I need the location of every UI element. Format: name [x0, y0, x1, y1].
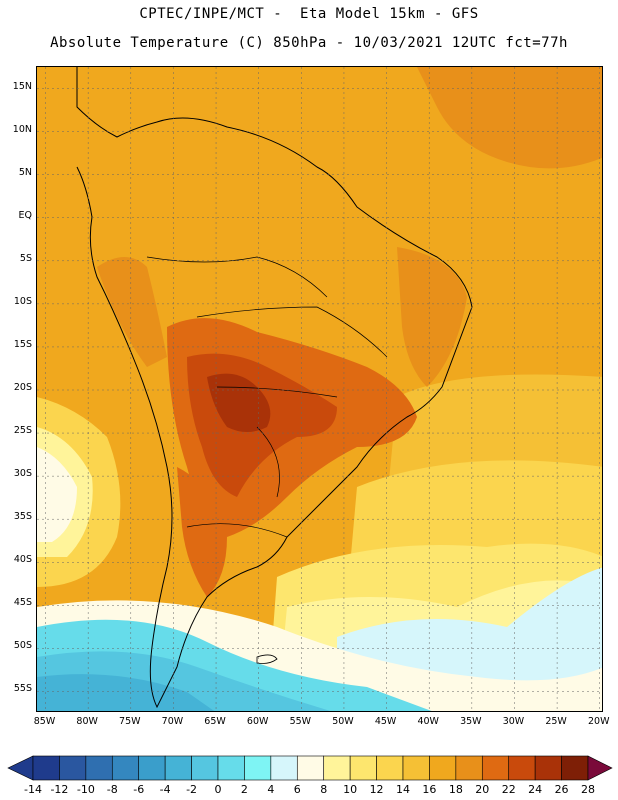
lat-label: 20S — [13, 382, 32, 393]
colorbar-label: 8 — [320, 783, 328, 796]
colorbar-label: -8 — [106, 783, 118, 796]
lon-label: 30W — [502, 716, 525, 727]
colorbar-swatch — [481, 755, 510, 781]
colorbar — [7, 755, 613, 781]
colorbar-swatch — [85, 755, 113, 781]
lon-label: 70W — [161, 716, 184, 727]
northeast-brazil-warm — [397, 247, 467, 387]
colorbar-swatch — [534, 755, 562, 781]
colorbar-label: 20 — [475, 783, 490, 796]
colorbar-swatch — [59, 755, 87, 781]
lon-label: 20W — [587, 716, 610, 727]
colorbar-label: 4 — [267, 783, 275, 796]
colorbar-label: 26 — [554, 783, 569, 796]
colorbar-over-triangle — [587, 755, 613, 781]
andes-warm — [97, 257, 167, 367]
colorbar-label: -12 — [50, 783, 69, 796]
lat-label: 40S — [13, 554, 32, 566]
lon-label: 45W — [374, 716, 397, 727]
colorbar-swatch — [402, 755, 430, 781]
coastline — [76, 67, 473, 709]
colorbar-label: -10 — [76, 783, 95, 796]
lat-label: 55S — [13, 683, 32, 695]
colorbar-swatch — [455, 755, 483, 781]
map-title: CPTEC/INPE/MCT - Eta Model 15km - GFS — [139, 6, 479, 22]
colorbar-label: -2 — [186, 783, 198, 796]
colorbar-swatch — [429, 755, 457, 781]
map-subtitle: Absolute Temperature (C) 850hPa - 10/03/… — [50, 35, 568, 51]
lat-label: 5N — [18, 166, 32, 178]
colorbar-label: 28 — [581, 783, 595, 796]
colorbar-label: 22 — [501, 783, 516, 796]
lat-label: 45S — [13, 597, 32, 609]
lat-label: 10N — [12, 123, 32, 135]
colorbar-label: 24 — [528, 783, 543, 796]
country-borders — [146, 256, 388, 538]
colorbar-swatch — [217, 755, 245, 781]
colorbar-swatch — [508, 755, 536, 781]
colorbar-swatch — [138, 755, 166, 781]
colorbar-swatch — [296, 755, 325, 781]
colorbar-swatch — [270, 755, 298, 781]
colorbar-label: 6 — [293, 783, 301, 796]
lon-label: 40W — [417, 716, 439, 727]
lat-label: 15S — [13, 338, 32, 350]
colorbar-label: 10 — [343, 783, 358, 796]
colorbar-swatch — [561, 755, 589, 781]
colorbar-swatch — [164, 755, 192, 781]
colorbar-swatch — [376, 755, 404, 781]
falkland-islands — [256, 654, 278, 664]
lon-label: 80W — [76, 716, 98, 727]
colorbar-swatch — [191, 755, 219, 781]
lon-label: 55W — [289, 716, 312, 727]
lon-label: 60W — [246, 716, 269, 727]
colorbar-label: 2 — [240, 783, 248, 796]
lon-label: 35W — [460, 716, 482, 727]
lon-label: 25W — [545, 716, 567, 727]
colorbar-label: 18 — [448, 783, 463, 796]
lat-label: 5S — [19, 252, 32, 264]
colorbar-label: 16 — [422, 783, 437, 796]
warm-patch-atlantic — [417, 67, 602, 169]
colorbar-label: 12 — [369, 783, 384, 796]
colorbar-label: 0 — [214, 783, 222, 796]
colorbar-label: -4 — [159, 783, 171, 796]
lat-label: 35S — [13, 511, 32, 523]
lat-label: 30S — [13, 468, 32, 480]
lat-label: 25S — [13, 425, 32, 437]
lat-label: 50S — [13, 640, 32, 652]
colorbar-swatch — [111, 755, 140, 781]
argentina-warm — [177, 467, 227, 597]
lat-label: 10S — [13, 295, 32, 307]
colorbar-label: -6 — [133, 783, 145, 796]
lon-label: 75W — [119, 716, 141, 727]
temperature-field — [37, 67, 602, 711]
lat-label: 15N — [12, 80, 32, 92]
map-area — [36, 66, 603, 712]
colorbar-label: -14 — [24, 783, 42, 796]
colorbar-swatch — [349, 755, 377, 781]
lon-label: 50W — [332, 716, 354, 727]
colorbar-label: 14 — [396, 783, 410, 796]
lon-label: 85W — [33, 716, 56, 727]
colorbar-swatch — [32, 755, 60, 781]
pacific-band-6 — [37, 447, 77, 542]
band-minus4 — [37, 674, 215, 711]
lat-label: EQ — [18, 209, 32, 221]
colorbar-under-triangle — [7, 755, 34, 781]
colorbar-swatch — [244, 755, 272, 781]
colorbar-swatch — [323, 755, 351, 781]
lon-label: 65W — [204, 716, 226, 727]
